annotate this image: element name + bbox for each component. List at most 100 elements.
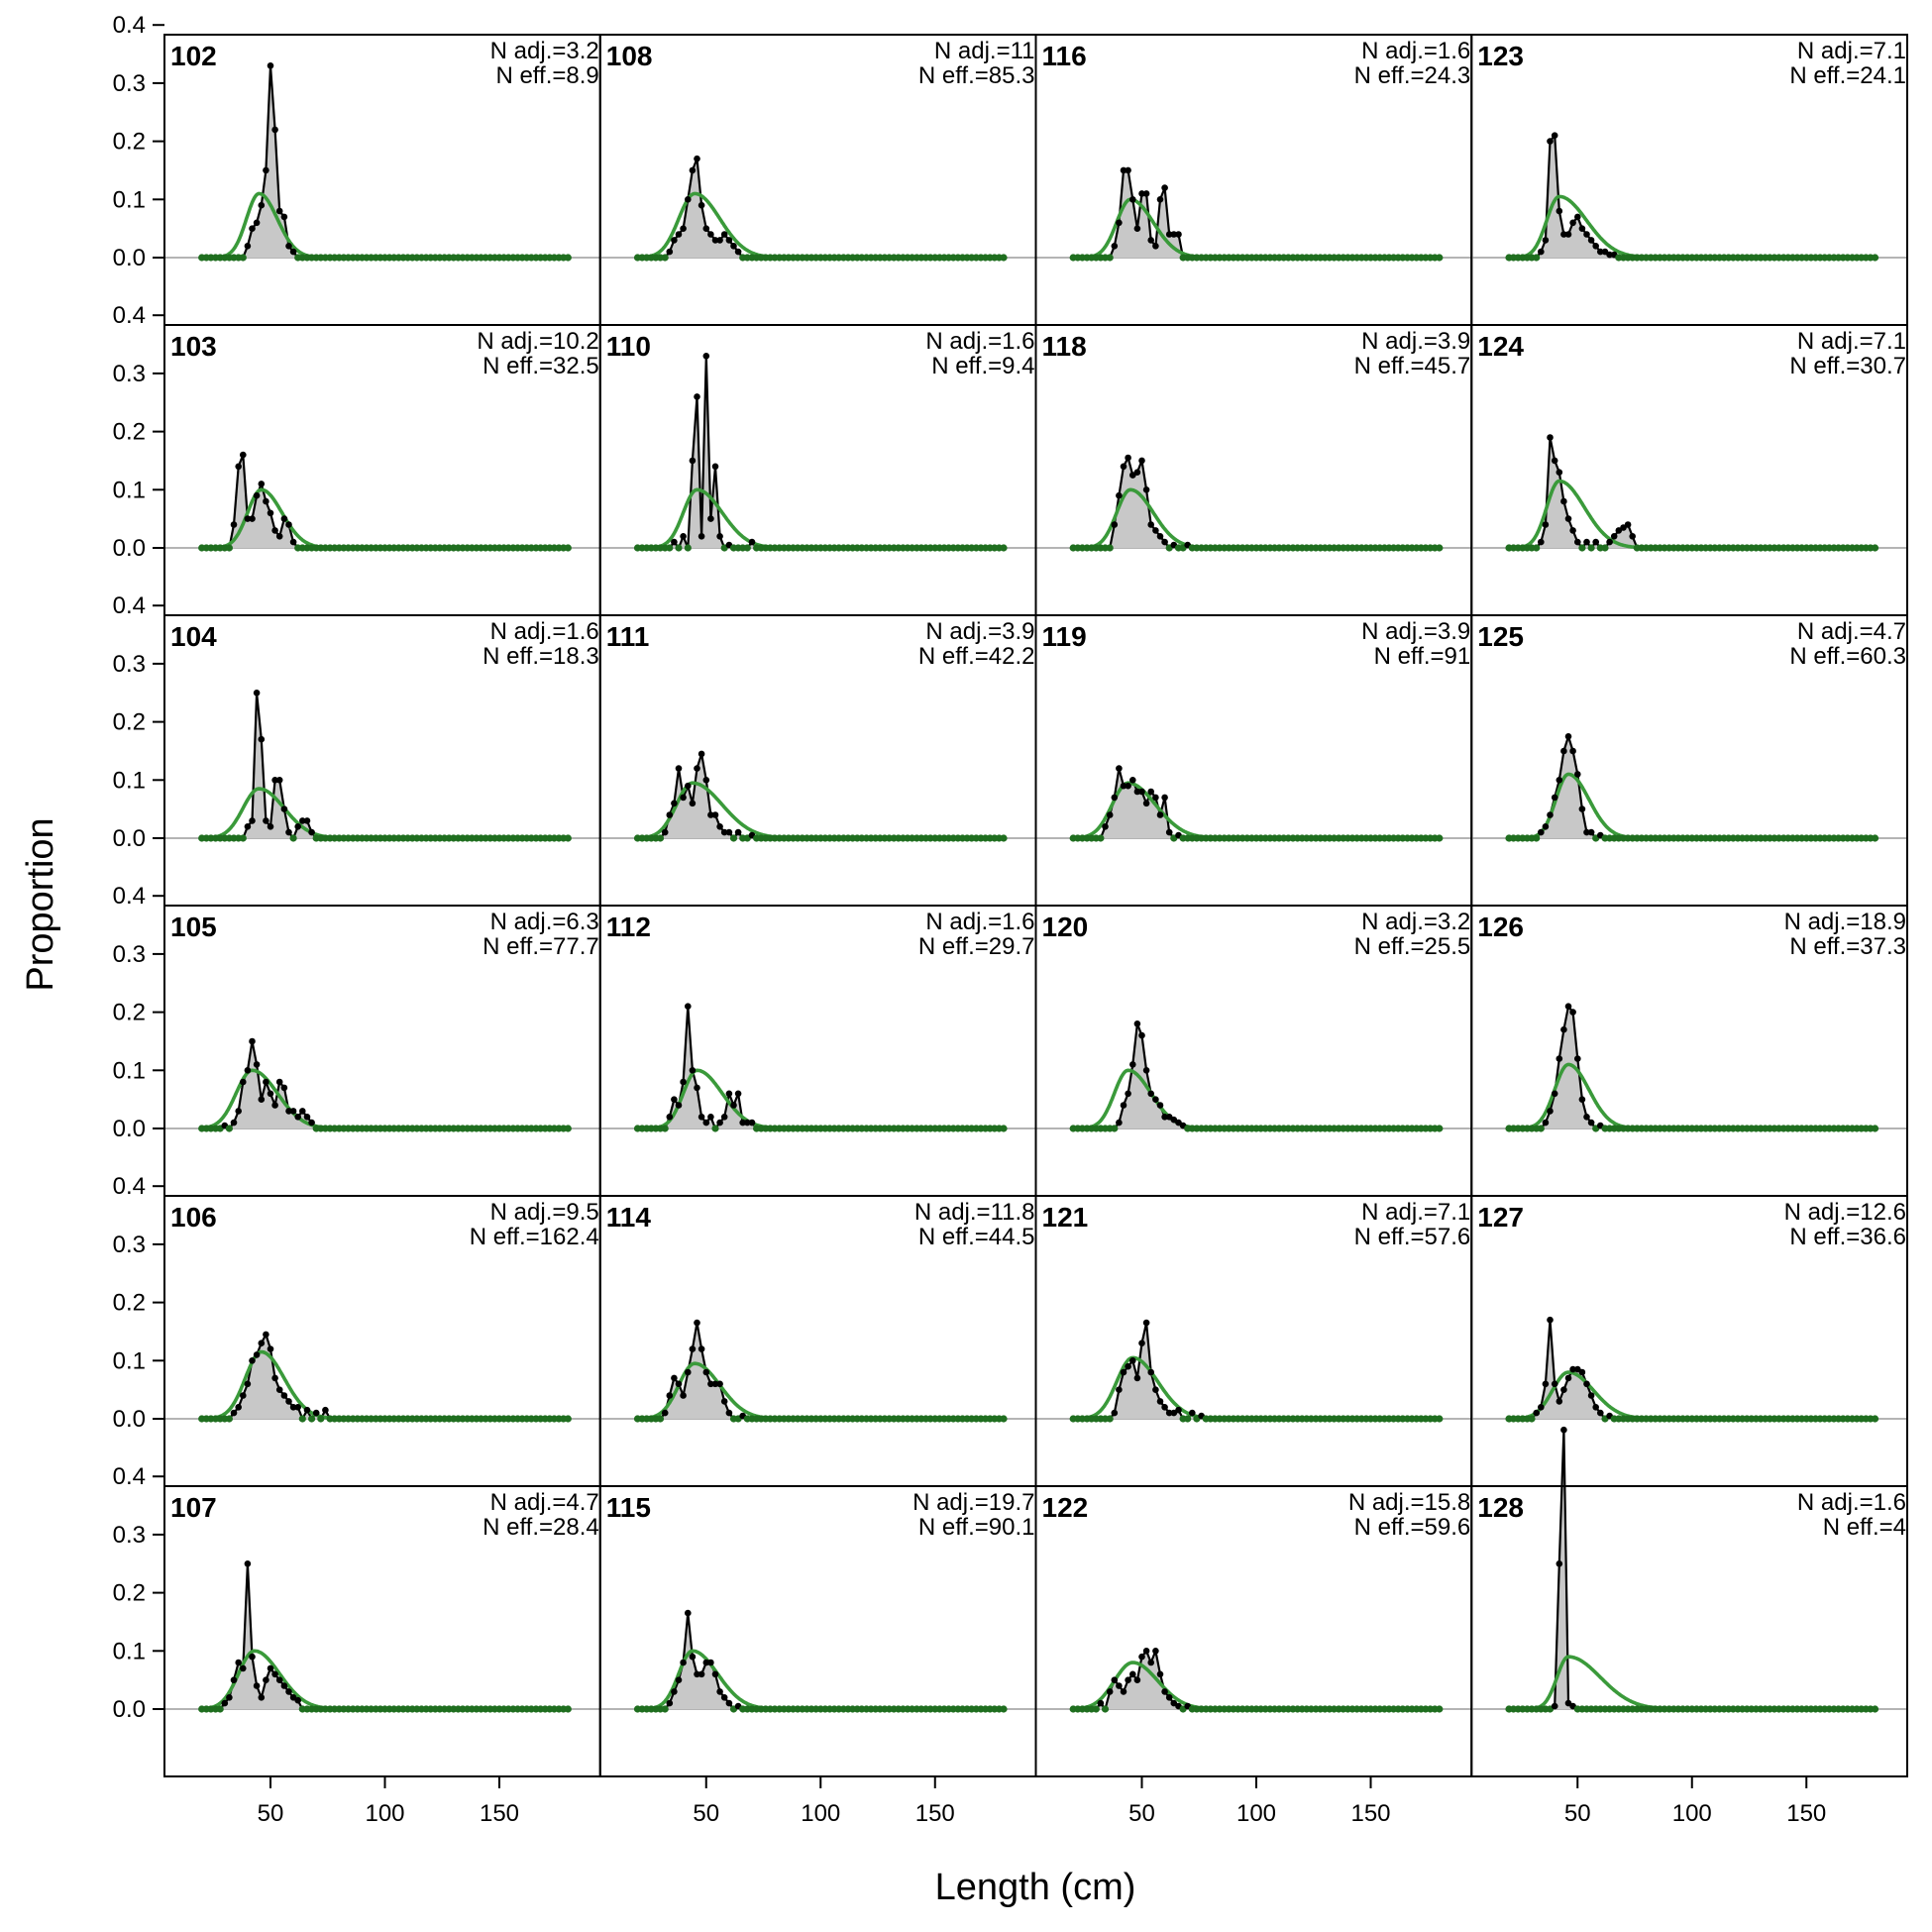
n-adj-label: N adj.=11.8 (914, 1199, 1035, 1226)
observed-point (263, 817, 269, 824)
observed-point (221, 1699, 229, 1707)
observed-point (1175, 1406, 1182, 1414)
zero-point (564, 1125, 572, 1132)
observed-point (1606, 538, 1613, 546)
zero-point (1436, 1705, 1444, 1713)
observed-point (666, 1114, 674, 1121)
panel-128: 128 N adj.=1.6N eff.=4 (1470, 1426, 1908, 1777)
zero-point (1097, 834, 1105, 842)
observed-point (294, 1696, 302, 1704)
n-adj-label: N adj.=1.6 (925, 328, 1034, 355)
observed-point (280, 1084, 288, 1092)
observed-point (263, 1331, 269, 1339)
zero-point (1436, 1415, 1444, 1423)
observed-point (707, 811, 714, 818)
observed-point (671, 1096, 678, 1103)
observed-point (258, 735, 266, 743)
observed-point (1147, 237, 1154, 244)
zero-point (661, 1705, 669, 1713)
n-eff-label: N eff.=44.5 (918, 1224, 1035, 1250)
observed-point (1116, 1682, 1123, 1689)
zero-point (743, 544, 751, 552)
panel-label: 123 (1477, 41, 1524, 71)
observed-point (1125, 782, 1131, 790)
observed-area (201, 1563, 569, 1709)
y-tick-label: 0.0 (113, 1696, 146, 1723)
n-adj-label: N adj.=7.1 (1797, 38, 1906, 64)
observed-point (1147, 1368, 1154, 1376)
observed-point (1569, 1365, 1576, 1373)
observed-point (263, 497, 269, 505)
observed-point (249, 1037, 256, 1045)
panel-label: 107 (170, 1492, 217, 1523)
observed-point (1116, 765, 1123, 772)
observed-point (285, 1108, 292, 1115)
observed-point (1551, 794, 1558, 802)
observed-point (1111, 521, 1119, 528)
observed-point (299, 817, 306, 824)
n-adj-label: N adj.=9.5 (490, 1199, 599, 1226)
n-adj-label: N adj.=1.6 (1361, 38, 1470, 64)
observed-point (1533, 1409, 1540, 1417)
observed-point (253, 219, 261, 227)
observed-point (1610, 533, 1618, 540)
zero-point (1101, 1705, 1110, 1713)
observed-point (1551, 1090, 1558, 1098)
observed-point (253, 1061, 261, 1068)
observed-point (1538, 828, 1545, 836)
observed-point (285, 1688, 292, 1695)
panel-124: 124 N adj.=7.1N eff.=30.7 (1470, 324, 1908, 616)
n-adj-label: N adj.=19.7 (912, 1489, 1034, 1516)
n-eff-label: N eff.=32.5 (483, 353, 599, 379)
y-tick-label: 0.4 (113, 592, 146, 619)
n-adj-label: N adj.=3.9 (1361, 618, 1470, 645)
observed-point (680, 533, 687, 540)
observed-point (675, 1380, 683, 1388)
observed-point (1161, 184, 1168, 191)
observed-point (1556, 1055, 1563, 1062)
observed-point (671, 1374, 678, 1382)
observed-point (244, 243, 252, 250)
observed-point (1587, 237, 1595, 244)
n-eff-label: N eff.=59.6 (1354, 1514, 1471, 1541)
n-adj-label: N adj.=18.9 (1784, 909, 1906, 935)
observed-point (1129, 1061, 1136, 1068)
panel-label: 120 (1042, 912, 1089, 942)
observed-point (1556, 207, 1563, 215)
zero-point (684, 544, 692, 552)
observed-point (702, 1368, 710, 1376)
observed-point (680, 794, 687, 802)
zero-point (1000, 1705, 1008, 1713)
observed-point (1142, 800, 1150, 807)
y-tick-label: 0.1 (113, 767, 146, 794)
n-adj-label: N adj.=4.7 (1797, 618, 1906, 645)
observed-point (1133, 1676, 1141, 1683)
observed-point (285, 521, 292, 528)
observed-point (1116, 219, 1123, 227)
n-eff-label: N eff.=90.1 (918, 1514, 1035, 1541)
observed-point (1560, 747, 1567, 755)
observed-point (285, 243, 292, 250)
observed-point (253, 1682, 261, 1689)
axes-layer: 0.0 0.1 0.2 0.3 0.4 0.0 0.1 0.2 0.3 0.4 0.0 0.1 0.2 0… (113, 12, 1827, 1827)
observed-point (1587, 1392, 1595, 1399)
observed-point (685, 196, 692, 203)
y-tick-label: 0.3 (113, 651, 146, 678)
panel-label: 119 (1042, 621, 1087, 652)
zero-point (225, 1415, 233, 1423)
observed-point (1133, 1374, 1141, 1382)
zero-point (1000, 254, 1008, 262)
observed-point (1170, 1699, 1178, 1707)
n-adj-label: N adj.=7.1 (1361, 1199, 1470, 1226)
observed-point (1592, 538, 1599, 546)
observed-point (689, 1653, 697, 1661)
observed-point (294, 1114, 302, 1121)
zero-point (239, 254, 247, 262)
observed-point (1138, 190, 1145, 197)
observed-point (725, 1090, 733, 1098)
observed-point (1547, 434, 1554, 441)
y-tick-label: 0.4 (113, 1173, 146, 1200)
zero-point (1533, 544, 1541, 552)
n-adj-label: N adj.=4.7 (490, 1489, 599, 1516)
